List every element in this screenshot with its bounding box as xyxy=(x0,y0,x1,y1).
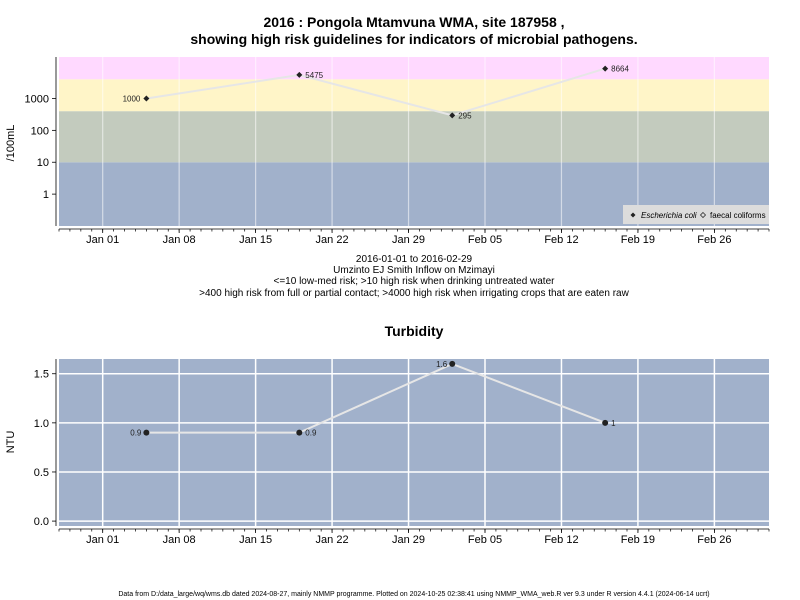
bottom-y-tick-label: 1.0 xyxy=(34,418,49,430)
legend-ecoli-marker xyxy=(630,212,636,218)
turbidity-data-label: 0.9 xyxy=(305,429,317,438)
top-x-tick-label: Jan 29 xyxy=(392,234,425,246)
bottom-x-tick-label: Jan 01 xyxy=(86,534,119,546)
sub-risk-contact: >400 high risk from full or partial cont… xyxy=(199,288,629,299)
legend-box xyxy=(623,205,769,224)
risk-band-3 xyxy=(59,57,769,80)
turbidity-data-label: 1.6 xyxy=(436,360,448,369)
legend-ecoli-label: Escherichia coli xyxy=(641,211,697,220)
bottom-y-axis-label: NTU xyxy=(5,431,17,454)
top-title-line1: 2016 : Pongola Mtamvuna WMA, site 187958… xyxy=(263,14,564,30)
risk-band-1 xyxy=(59,111,769,163)
top-y-tick-label: 1000 xyxy=(25,93,49,105)
ecoli-data-label: 295 xyxy=(458,111,472,120)
top-gridlines xyxy=(102,57,715,226)
bottom-series-turbidity: 0.9 0.9 1.6 1 xyxy=(130,360,616,438)
bottom-x-tick-label: Feb 19 xyxy=(621,534,655,546)
ecoli-data-label: 5475 xyxy=(305,71,323,80)
ecoli-data-label: 1000 xyxy=(123,94,141,103)
bottom-y-tick-label: 0.5 xyxy=(34,467,49,479)
top-y-axis-label: /100mL xyxy=(5,125,17,162)
turbidity-point xyxy=(296,429,303,436)
turbidity-data-label: 0.9 xyxy=(130,429,142,438)
ecoli-point xyxy=(449,112,456,119)
bottom-y-axis: 0.0 0.5 1.0 1.5 xyxy=(34,359,57,528)
turbidity-data-label: 1 xyxy=(611,419,616,428)
ecoli-point xyxy=(143,95,150,102)
bottom-gridlines xyxy=(59,359,769,526)
bottom-panel-background xyxy=(59,359,769,526)
top-x-tick-label: Jan 22 xyxy=(316,234,349,246)
top-x-tick-label: Jan 08 xyxy=(163,234,196,246)
footer-note: Data from D:/data_large/wq/wms.db dated … xyxy=(118,591,709,598)
bottom-x-axis: Jan 01 Jan 08 Jan 15 Jan 22 Jan 29 Feb 05 Feb … xyxy=(58,528,770,546)
top-y-tick-label: 100 xyxy=(31,125,49,137)
turbidity-point xyxy=(449,360,456,367)
top-x-tick-label: Feb 19 xyxy=(621,234,655,246)
bottom-title: Turbidity xyxy=(385,323,444,339)
bottom-x-tick-label: Feb 05 xyxy=(468,534,502,546)
bottom-x-tick-label: Jan 29 xyxy=(392,534,425,546)
bottom-y-tick-label: 0.0 xyxy=(34,516,49,528)
bottom-x-tick-label: Jan 15 xyxy=(239,534,272,546)
top-x-tick-label: Jan 15 xyxy=(239,234,272,246)
bottom-x-tick-label: Jan 22 xyxy=(316,534,349,546)
bottom-y-tick-label: 1.5 xyxy=(34,369,49,381)
ecoli-data-label: 8664 xyxy=(611,65,629,74)
top-series-ecoli: 1000 5475 295 8664 xyxy=(123,65,630,121)
sub-risk-drinking: <=10 low-med risk; >10 high risk when dr… xyxy=(274,276,556,287)
top-risk-bands xyxy=(59,57,769,226)
top-y-tick-label: 10 xyxy=(37,157,49,169)
ecoli-point xyxy=(602,65,609,72)
turbidity-line xyxy=(146,362,606,434)
legend-fc-label: faecal coliforms xyxy=(710,211,766,220)
turbidity-point xyxy=(602,419,609,426)
legend: Escherichia coli faecal coliforms xyxy=(623,205,769,224)
turbidity-panel-rect xyxy=(59,359,769,526)
top-title-line2: showing high risk guidelines for indicat… xyxy=(190,31,637,47)
top-x-tick-label: Feb 12 xyxy=(544,234,578,246)
legend-fc-marker xyxy=(699,211,707,219)
sub-site-name: Umzinto EJ Smith Inflow on Mzimayi xyxy=(333,265,495,276)
sub-date-range: 2016-01-01 to 2016-02-29 xyxy=(356,254,473,265)
turbidity-point xyxy=(143,429,150,436)
bottom-x-tick-label: Jan 08 xyxy=(163,534,196,546)
top-x-tick-label: Jan 01 xyxy=(86,234,119,246)
top-x-axis: Jan 01 Jan 08 Jan 15 Jan 22 Jan 29 Feb 05 Feb … xyxy=(58,228,770,246)
top-x-tick-label: Feb 05 xyxy=(468,234,502,246)
ecoli-line xyxy=(146,67,606,117)
top-y-tick-label: 1 xyxy=(43,189,49,201)
top-y-axis: 1 10 100 1000 xyxy=(25,57,57,226)
bottom-x-tick-label: Feb 12 xyxy=(544,534,578,546)
ecoli-point xyxy=(296,71,303,78)
bottom-x-tick-label: Feb 26 xyxy=(697,534,731,546)
top-x-tick-label: Feb 26 xyxy=(697,234,731,246)
